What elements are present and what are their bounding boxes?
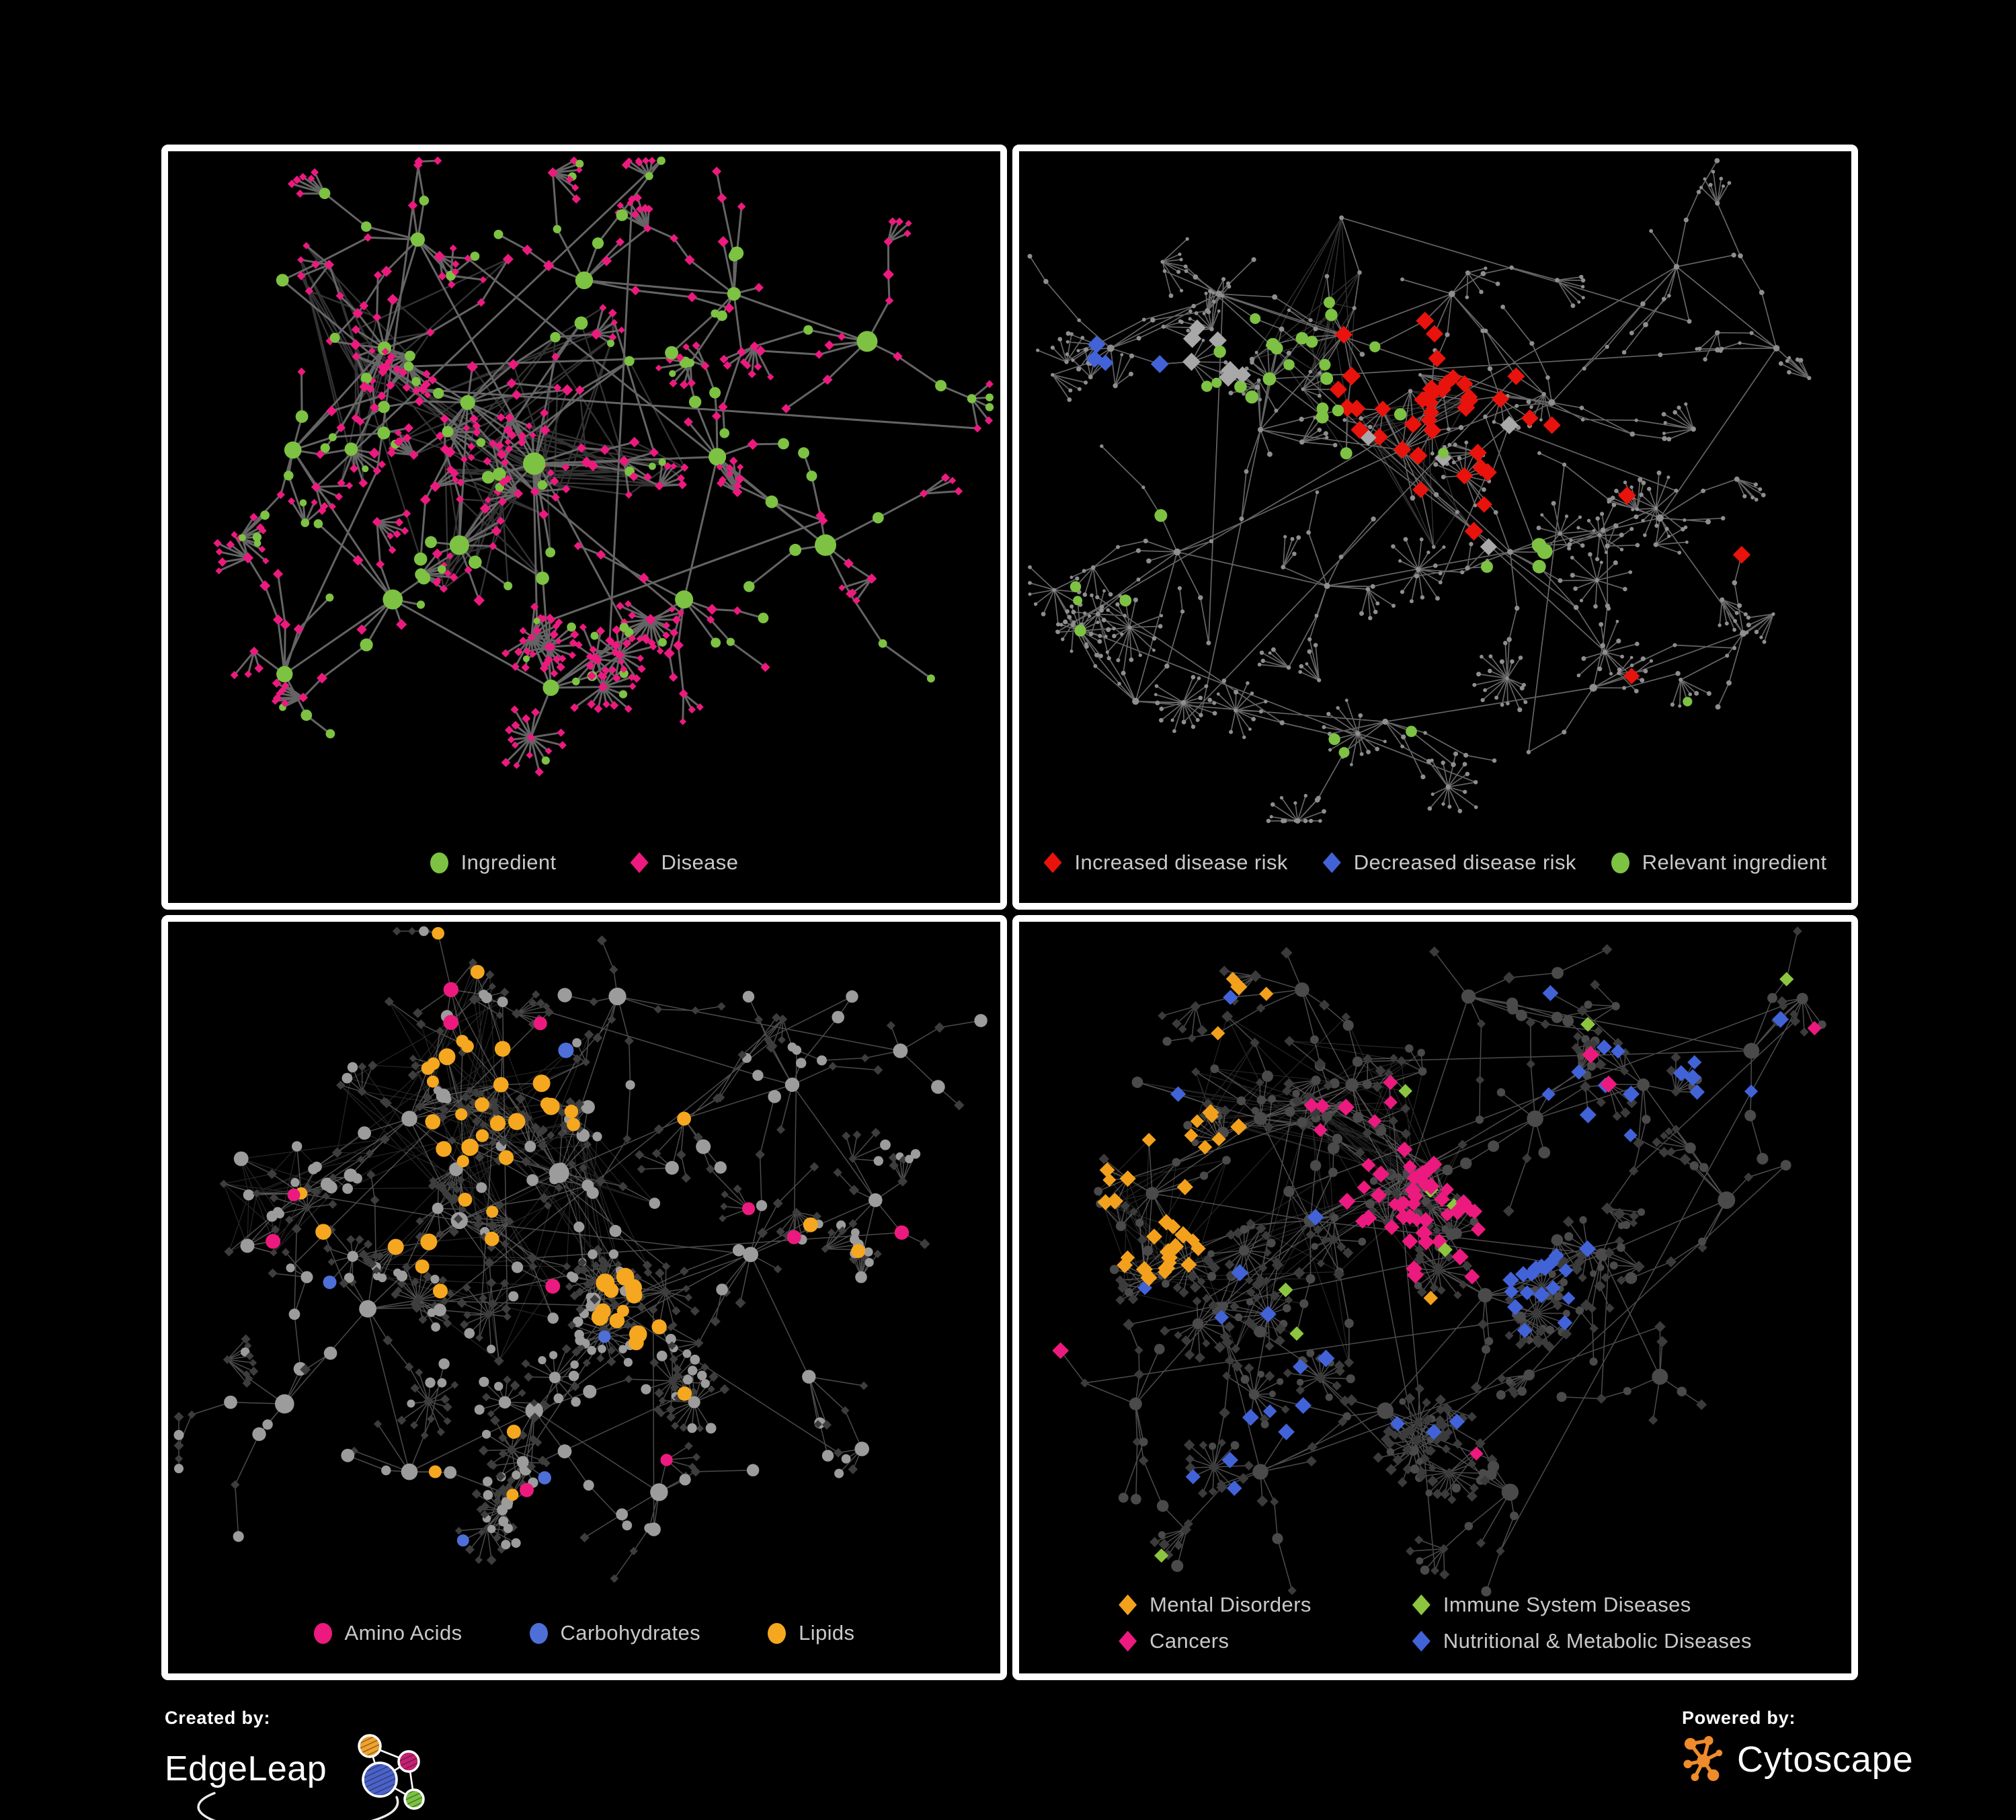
legend-item: Mental Disorders: [1119, 1593, 1312, 1617]
created-by-label: Created by:: [165, 1708, 271, 1728]
legend-label: Cancers: [1150, 1629, 1229, 1653]
legend-circle-marker: [1611, 852, 1629, 873]
legend-circle-marker: [430, 852, 448, 873]
legend-label: Immune System Diseases: [1443, 1593, 1691, 1616]
legend-label: Relevant ingredient: [1642, 850, 1827, 874]
legend-diamond-marker: [1119, 1630, 1137, 1652]
edgeleap-network-icon: [197, 1734, 425, 1820]
ingredient-disease-network-graph: [213, 156, 994, 777]
legend-circle-marker: [313, 1622, 332, 1644]
legend-diamond-marker: [1119, 1594, 1137, 1616]
legend-item: Amino Acids: [313, 1621, 462, 1645]
legend-label: Mental Disorders: [1150, 1593, 1312, 1616]
cytoscape-network-icon: [1683, 1736, 1723, 1782]
legend-diamond-marker: [1412, 1594, 1430, 1616]
panel-nutrient-class-network: Amino Acids Carbohydrates Lipids: [161, 915, 1007, 1680]
edgeleap-logo: EdgeLeap: [165, 1730, 541, 1820]
panel-ingredient-disease-network: Ingredient Disease: [161, 145, 1007, 910]
legend-nutrient-class: Amino Acids Carbohydrates Lipids: [182, 1621, 987, 1645]
legend-item: Decreased disease risk: [1322, 850, 1576, 875]
legend-disease-category: Mental Disorders Immune System Diseases Ca…: [1033, 1593, 1838, 1653]
legend-diamond-marker: [1412, 1630, 1430, 1652]
powered-by-block: Powered by:: [1682, 1708, 1913, 1786]
legend-label: Amino Acids: [344, 1621, 462, 1645]
legend-item: Relevant ingredient: [1611, 850, 1827, 875]
panel-disease-category-network: Mental Disorders Immune System Diseases Ca…: [1012, 915, 1858, 1680]
legend-item: Lipids: [768, 1621, 854, 1645]
legend-circle-marker: [768, 1622, 787, 1644]
cytoscape-wordmark: Cytoscape: [1737, 1739, 1914, 1780]
created-by-block: Created by:: [165, 1708, 541, 1820]
legend-diamond-marker: [1322, 852, 1341, 873]
legend-label: Nutritional & Metabolic Diseases: [1443, 1629, 1752, 1653]
panel-disease-risk-network: Increased disease risk Decreased disease …: [1012, 145, 1858, 910]
legend-ingredient-disease: Ingredient Disease: [182, 850, 987, 875]
legend-circle-marker: [529, 1622, 548, 1644]
legend-item: Immune System Diseases: [1412, 1593, 1752, 1617]
legend-label: Lipids: [799, 1621, 855, 1645]
legend-disease-risk: Increased disease risk Decreased disease …: [1033, 850, 1838, 875]
legend-diamond-marker: [630, 852, 649, 873]
legend-item: Carbohydrates: [529, 1621, 701, 1645]
legend-item: Increased disease risk: [1043, 850, 1288, 875]
legend-item: Cancers: [1119, 1629, 1312, 1653]
legend-label: Increased disease risk: [1074, 850, 1288, 874]
powered-by-label: Powered by:: [1682, 1708, 1796, 1728]
legend-item: Disease: [630, 850, 739, 875]
disease-category-network-graph: [1052, 926, 1826, 1597]
legend-label: Carbohydrates: [560, 1621, 701, 1645]
legend-label: Ingredient: [460, 850, 557, 874]
legend-item: Nutritional & Metabolic Diseases: [1412, 1629, 1752, 1653]
legend-label: Decreased disease risk: [1353, 850, 1576, 874]
nutrient-class-network-graph: [173, 926, 987, 1583]
legend-diamond-marker: [1043, 852, 1062, 873]
legend-label: Disease: [661, 850, 739, 874]
edgeleap-wordmark: EdgeLeap: [165, 1749, 327, 1788]
disease-risk-network-graph: [1027, 158, 1812, 824]
legend-item: Ingredient: [430, 850, 557, 875]
